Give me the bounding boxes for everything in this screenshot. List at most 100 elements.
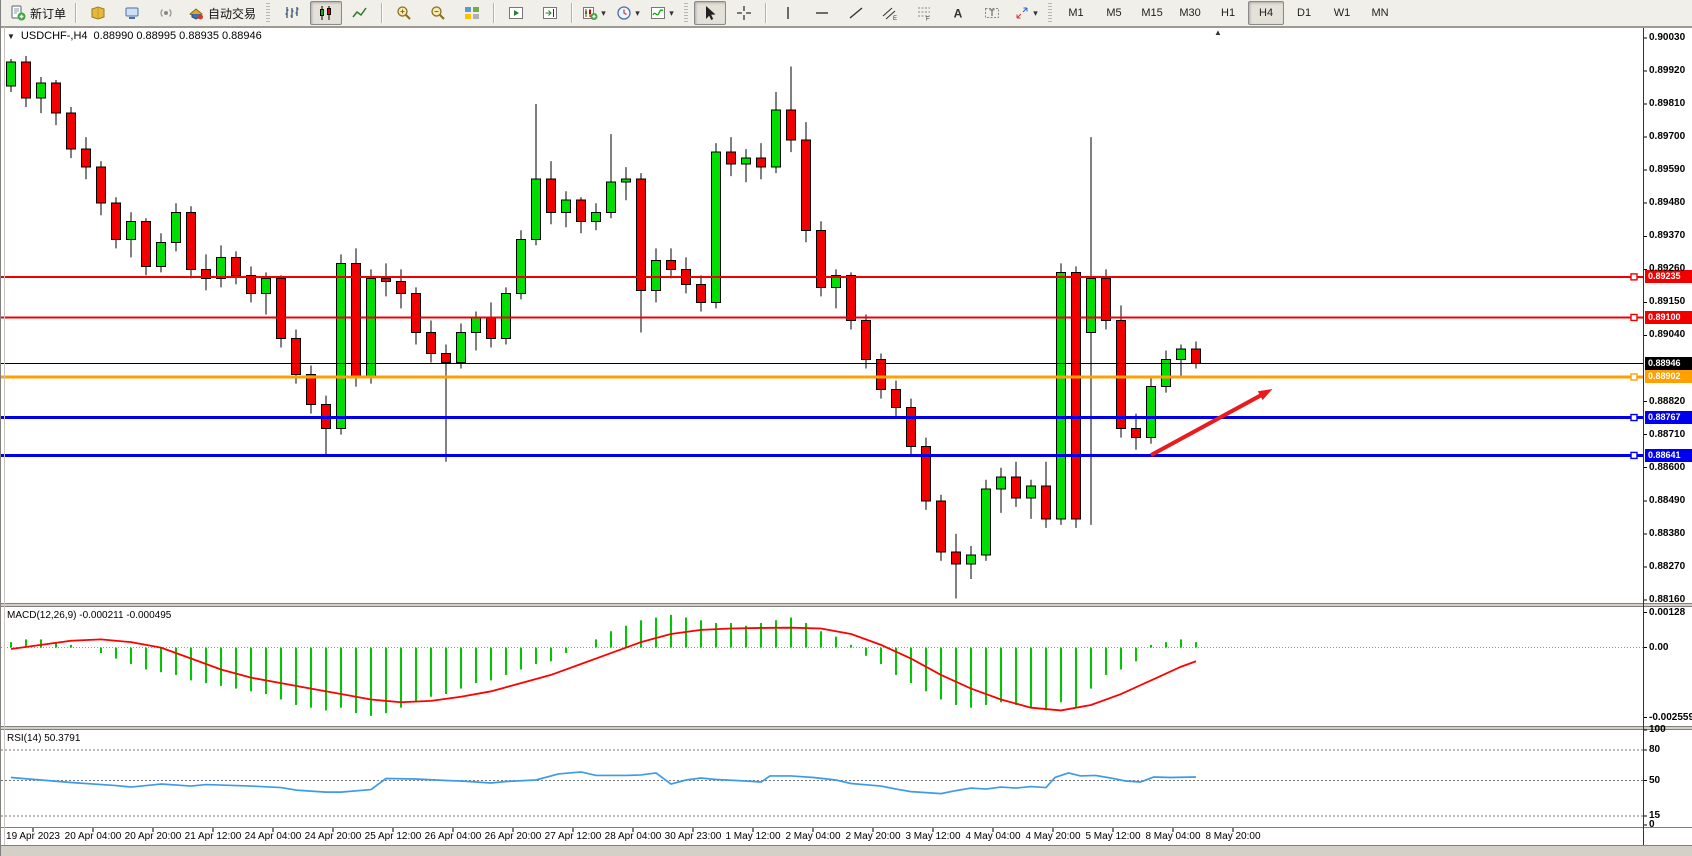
candle-body-up — [1056, 271, 1066, 520]
candle-body-up — [591, 211, 601, 222]
candle-body-down — [186, 211, 196, 270]
symbol-dropdown-icon[interactable]: ▼ — [7, 31, 15, 41]
candle-body-down — [486, 316, 496, 339]
timeframe-d1-button[interactable]: D1 — [1297, 7, 1312, 19]
chart-shift-marker[interactable]: ▲ — [1214, 28, 1222, 37]
timeframe-m30-button[interactable]: M30 — [1179, 7, 1201, 19]
timeframe-h1-button[interactable]: H1 — [1221, 7, 1236, 19]
hline-endpoint[interactable] — [1630, 273, 1638, 281]
candle-body-down — [246, 274, 256, 294]
bar-chart-button[interactable] — [276, 1, 308, 25]
indicators-list-button[interactable]: ▾ — [646, 1, 678, 25]
price-axis-tick-0.89590: 0.89590 — [1649, 164, 1686, 175]
text-label-button[interactable]: T — [976, 1, 1008, 25]
data-window-icon — [125, 7, 139, 19]
timeframe-h4-button[interactable]: H4 — [1248, 1, 1285, 25]
new-chart-dropdown-icon[interactable]: ▾ — [601, 7, 606, 18]
trendline-button[interactable] — [840, 1, 872, 25]
vertical-line-button[interactable] — [772, 1, 804, 25]
candle-body-down — [96, 166, 106, 204]
candle-body-up — [1176, 348, 1186, 361]
hline-endpoint[interactable] — [1630, 451, 1638, 460]
timeframe-mn-button[interactable]: MN — [1371, 7, 1389, 19]
hline-endpoint[interactable] — [1630, 413, 1638, 422]
price-axis-tick-0.88710: 0.88710 — [1649, 429, 1686, 440]
chart-shift-button[interactable] — [534, 1, 566, 25]
hline-endpoint[interactable] — [1630, 313, 1638, 322]
candle-body-up — [711, 151, 721, 303]
bar-chart-icon — [285, 7, 299, 18]
crosshair-icon — [737, 6, 752, 20]
annotation-arrow-head[interactable] — [1257, 388, 1273, 401]
arrows-icon — [1016, 7, 1028, 19]
candle-body-up — [1026, 485, 1036, 499]
line-chart-icon — [352, 7, 367, 18]
auto-scroll-button[interactable] — [500, 1, 532, 25]
svg-text:E: E — [893, 16, 897, 21]
arrows-button[interactable]: ▾ — [1010, 1, 1042, 25]
timeframe-m5-button[interactable]: M5 — [1106, 7, 1122, 19]
timeframe-m15-button[interactable]: M15 — [1141, 7, 1163, 19]
candle-body-down — [306, 374, 316, 406]
hline-endpoint[interactable] — [1630, 373, 1638, 381]
data-window-button[interactable] — [116, 1, 148, 25]
auto-trading-label: 自动交易 — [208, 6, 257, 21]
signal-button[interactable] — [150, 1, 182, 25]
text-button[interactable]: A — [942, 1, 974, 25]
candle-body-up — [531, 178, 541, 240]
tile-windows-button[interactable] — [456, 1, 488, 25]
zoom-out-icon — [431, 6, 445, 20]
new-chart-button[interactable]: ▾ — [578, 1, 610, 25]
time-axis-label: 4 May 20:00 — [1025, 831, 1081, 842]
market-watch-button[interactable] — [82, 1, 114, 25]
price-axis-tick-0.89700: 0.89700 — [1649, 131, 1686, 142]
fibonacci-retracement-icon: F — [918, 7, 931, 21]
text-icon: A — [954, 7, 963, 21]
candle-body-down — [846, 274, 856, 321]
toolbar-separator — [381, 3, 384, 23]
zoom-in-button[interactable] — [388, 1, 420, 25]
cursor-button[interactable] — [694, 1, 727, 25]
candle-body-down — [726, 151, 736, 165]
candle-body-down — [1131, 428, 1141, 439]
candle-body-down — [951, 551, 961, 565]
new-order-button[interactable]: 新订单 — [6, 1, 70, 25]
toolbar-grip[interactable] — [266, 3, 271, 23]
candle-body-down — [921, 446, 931, 502]
zoom-out-button[interactable] — [422, 1, 454, 25]
crosshair-button[interactable] — [728, 1, 760, 25]
price-axis-tick-0.88270: 0.88270 — [1649, 561, 1686, 572]
toolbar-separator — [765, 3, 768, 23]
toolbar-grip[interactable] — [1048, 3, 1053, 23]
price-line-label-0.89100: 0.89100 — [1645, 311, 1692, 324]
rsi-axis-tick-50: 50 — [1649, 775, 1661, 786]
candle-body-up — [981, 488, 991, 556]
toolbar-grip[interactable] — [684, 3, 689, 23]
candle-body-down — [816, 229, 826, 288]
price-axis-tick-0.89260: 0.89260 — [1649, 263, 1686, 274]
time-axis-label: 1 May 12:00 — [725, 831, 781, 842]
timeframe-m1-button[interactable]: M1 — [1068, 7, 1084, 19]
timeframe-w1-button[interactable]: W1 — [1333, 7, 1351, 19]
time-axis-label: 3 May 12:00 — [905, 831, 961, 842]
vertical-line-icon — [787, 7, 789, 19]
fibonacci-retracement-button[interactable]: F — [908, 1, 940, 25]
equidistant-channel-button[interactable]: E — [874, 1, 906, 25]
profiles-dropdown-icon[interactable]: ▾ — [635, 7, 640, 18]
indicators-list-dropdown-icon[interactable]: ▾ — [669, 7, 674, 18]
horizontal-line-button[interactable] — [806, 1, 838, 25]
line-chart-button[interactable] — [344, 1, 376, 25]
candlestick-chart-button[interactable] — [310, 1, 343, 25]
annotation-arrow-line[interactable] — [1150, 391, 1267, 457]
macd-indicator-label: MACD(12,26,9) -0.000211 -0.000495 — [7, 610, 172, 621]
candle-body-up — [1146, 386, 1156, 439]
candle-body-down — [21, 61, 31, 99]
auto-trading-button[interactable]: 自动交易 — [184, 1, 260, 25]
profiles-button[interactable]: ▾ — [612, 1, 644, 25]
arrows-dropdown-icon[interactable]: ▾ — [1033, 7, 1038, 18]
candlestick-chart-icon — [320, 6, 332, 20]
candle-body-down — [546, 178, 556, 213]
time-axis-label: 20 Apr 04:00 — [64, 831, 122, 842]
